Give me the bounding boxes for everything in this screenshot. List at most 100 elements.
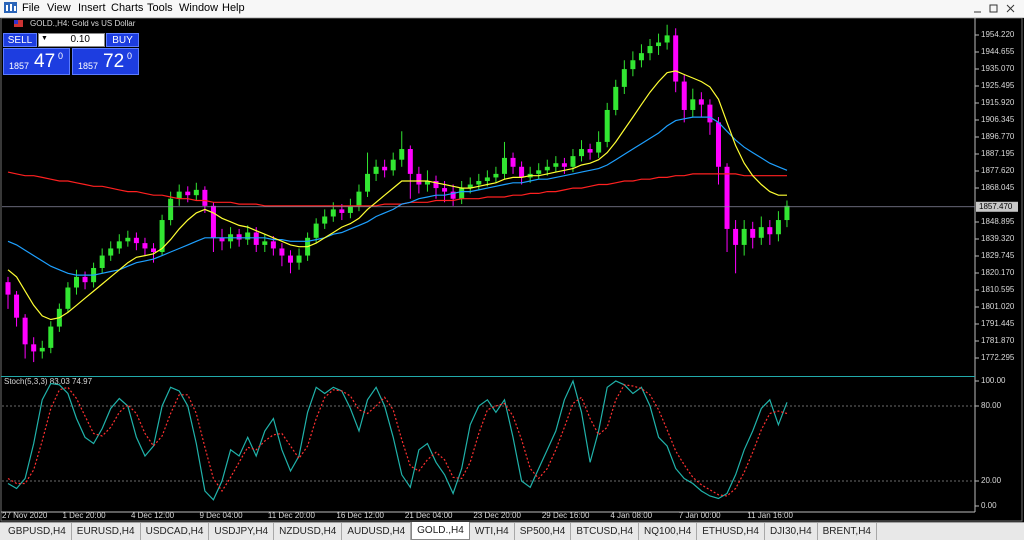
candle-body (690, 99, 696, 110)
candle-body (22, 317, 28, 345)
chart-tab[interactable]: NQ100,H4 (639, 523, 698, 540)
menu-item[interactable]: Help (222, 2, 245, 14)
chart-tab[interactable]: USDJPY,H4 (209, 523, 275, 540)
chart-tab[interactable]: BTCUSD,H4 (571, 523, 640, 540)
candle-body (330, 209, 336, 217)
y-tick-label: 1848.895 (981, 217, 1015, 226)
x-tick-label: 1 Dec 20:00 (62, 511, 106, 520)
candle-body (459, 188, 465, 199)
chart-tab[interactable]: NZDUSD,H4 (274, 523, 343, 540)
y-tick-label: 20.00 (981, 476, 1002, 485)
menu-item[interactable]: Tools (147, 2, 173, 14)
chart-tab[interactable]: DJI30,H4 (765, 523, 818, 540)
candle-body (296, 255, 302, 263)
candle-body (587, 149, 593, 153)
flag-icon (14, 20, 23, 27)
candle-body (176, 191, 182, 199)
chart-tab[interactable]: WTI,H4 (470, 523, 515, 540)
candle-body (407, 149, 413, 174)
candle-body (681, 81, 687, 110)
x-tick-label: 23 Dec 20:00 (473, 511, 521, 520)
candle-body (5, 282, 11, 295)
candle-body (484, 177, 490, 181)
ask-pips: 72 (103, 51, 125, 72)
candle-body (433, 180, 439, 189)
candle-body (536, 170, 542, 174)
candle-body (31, 344, 37, 352)
candle-body (715, 122, 721, 167)
chart-tab[interactable]: SP500,H4 (515, 523, 572, 540)
candle-body (133, 237, 139, 244)
lot-input[interactable]: 0.10 (38, 33, 105, 47)
candle-body (501, 157, 507, 174)
chart-tab[interactable]: USDCAD,H4 (141, 523, 210, 540)
candle-body (142, 243, 148, 249)
candle-body (570, 156, 576, 167)
indicator-line (7, 379, 788, 501)
candle-body (168, 198, 174, 221)
candle-body (116, 241, 122, 249)
y-tick-label: 1925.495 (981, 81, 1015, 90)
y-tick-label: 1954.220 (981, 30, 1015, 39)
menu-item[interactable]: Window (179, 2, 219, 14)
y-tick-label: 1781.870 (981, 336, 1015, 345)
menu-item[interactable]: Insert (78, 2, 106, 14)
chart-window: GOLD.,H4: Gold vs US Dollar Stoch(5,3,3)… (0, 17, 1024, 522)
candle-body (210, 205, 216, 238)
x-tick-label: 27 Nov 2020 (2, 511, 48, 520)
menu-item[interactable]: Charts (111, 2, 144, 14)
candle-body (450, 191, 456, 199)
candle-body (750, 228, 756, 238)
chart-tab[interactable]: AUDUSD,H4 (342, 523, 412, 540)
candle-body (193, 189, 199, 196)
chart-tabs: GBPUSD,H4 EURUSD,H4 USDCAD,H4 USDJPY,H4 NZDU… (0, 522, 1024, 540)
candle-body (270, 241, 276, 249)
bid-big: 1857 (9, 61, 30, 71)
candle-body (82, 276, 88, 283)
one-click-trading: SELL 0.10 ▼ BUY 1857 47 0 1857 72 0 (3, 33, 139, 75)
y-tick-label: 1810.595 (981, 285, 1015, 294)
chart-tab[interactable]: GOLD.,H4 (411, 522, 470, 540)
chart-tab[interactable]: BRENT,H4 (818, 523, 877, 540)
candle-body (416, 173, 422, 185)
candle-body (442, 188, 448, 192)
indicator-line (7, 171, 787, 207)
candle-body (65, 287, 71, 309)
candle-body (638, 53, 644, 61)
bid-pips: 47 (34, 51, 56, 72)
candle-body (698, 99, 704, 105)
bid-fraction: 0 (58, 51, 64, 61)
y-tick-label: 1906.345 (981, 115, 1015, 124)
buy-button[interactable]: BUY (106, 33, 139, 47)
candle-body (185, 191, 191, 196)
candle-body (767, 227, 773, 235)
candle-body (553, 163, 559, 167)
current-price-box (976, 201, 1018, 212)
y-tick-label: 80.00 (981, 401, 1002, 410)
candle-body (287, 255, 293, 263)
candle-body (219, 237, 225, 242)
y-tick-label: 1915.920 (981, 98, 1015, 107)
candle-body (724, 166, 730, 229)
y-tick-label: 1896.770 (981, 132, 1015, 141)
candle-body (365, 173, 371, 192)
candle-body (664, 35, 670, 43)
y-tick-label: 100.00 (981, 376, 1006, 385)
y-tick-label: 1935.070 (981, 64, 1015, 73)
ask-box[interactable]: 1857 72 0 (72, 48, 139, 75)
chart-tab[interactable]: ETHUSD,H4 (697, 523, 765, 540)
candle-body (656, 42, 662, 47)
menu-item[interactable]: File (22, 2, 40, 14)
chart-tab[interactable]: EURUSD,H4 (72, 523, 141, 540)
bid-box[interactable]: 1857 47 0 (3, 48, 70, 75)
window-controls[interactable] (970, 2, 1020, 16)
chart-tab[interactable]: GBPUSD,H4 (3, 523, 72, 540)
candle-body (245, 232, 251, 240)
ask-big: 1857 (78, 61, 99, 71)
sell-button[interactable]: SELL (3, 33, 37, 47)
menu-item[interactable]: View (47, 2, 71, 14)
candle-body (493, 173, 499, 178)
y-tick-label: 1801.020 (981, 302, 1015, 311)
lot-dropdown[interactable]: ▼ (41, 35, 48, 42)
